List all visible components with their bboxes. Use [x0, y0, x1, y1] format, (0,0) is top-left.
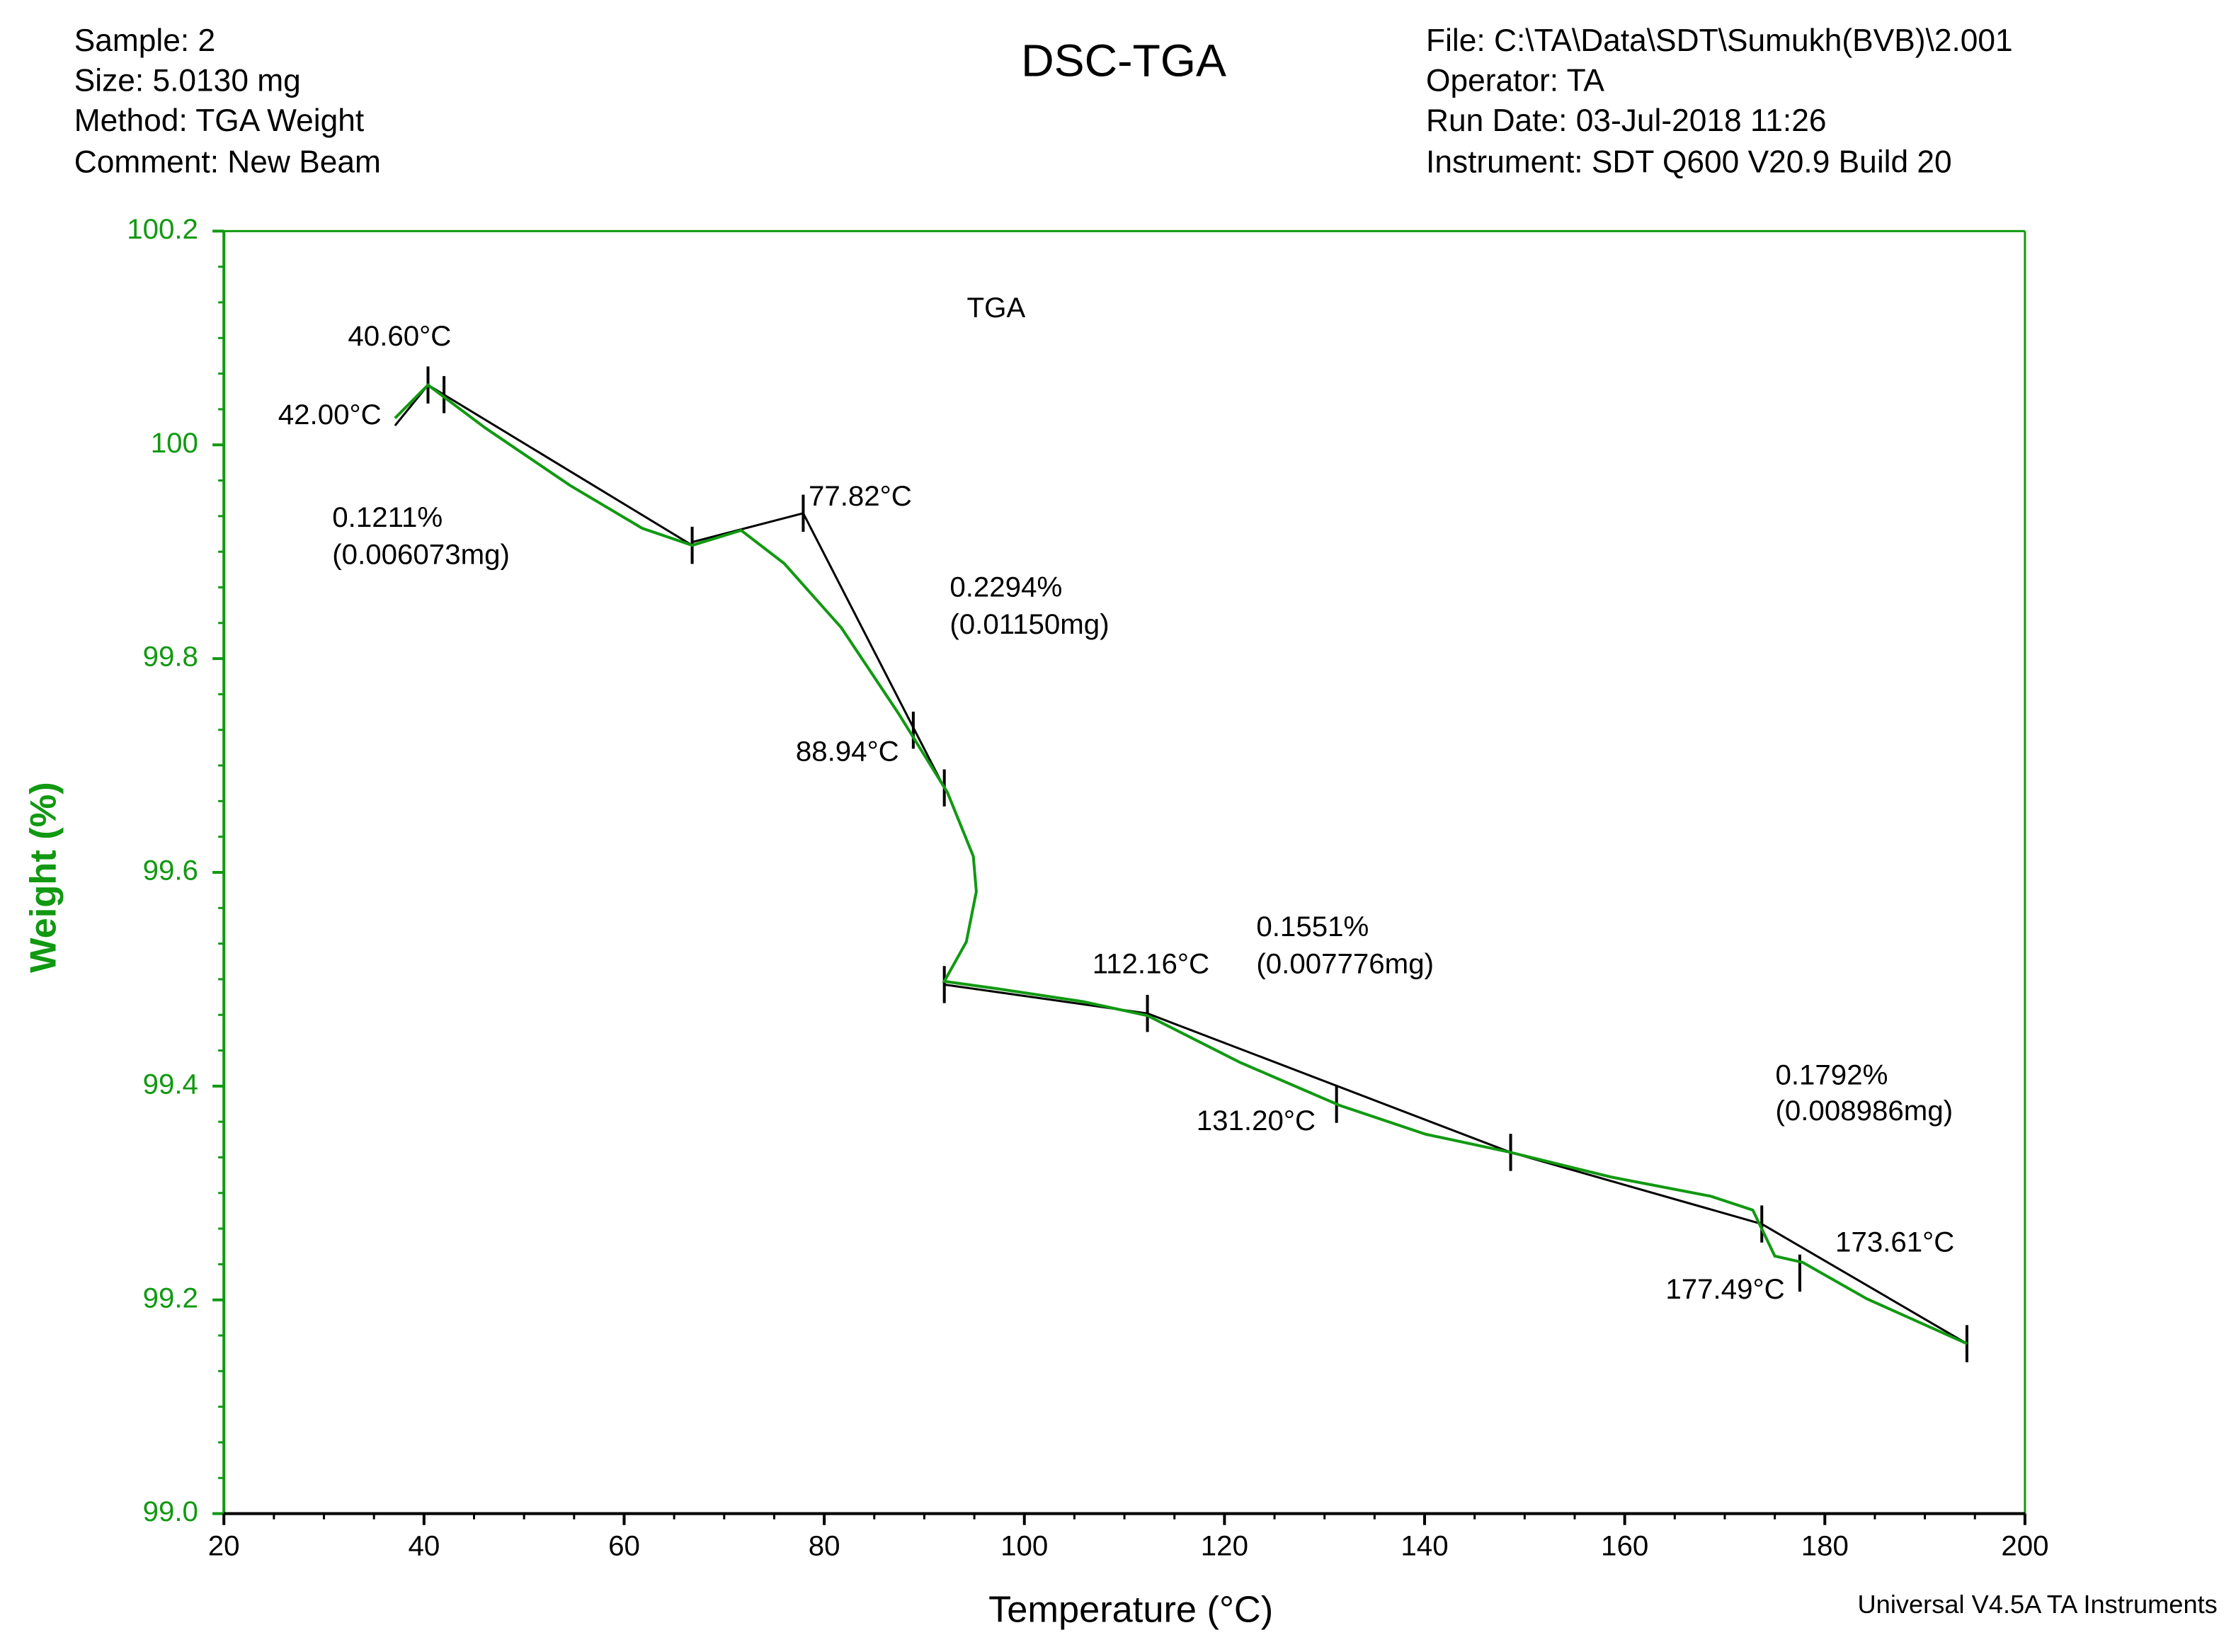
- y-axis-label: Weight (%): [23, 782, 64, 973]
- annotation: 77.82°C: [809, 480, 912, 512]
- analysis-line: [802, 513, 946, 789]
- y-tick-label: 100.2: [127, 213, 198, 245]
- analysis-line: [692, 512, 804, 544]
- header-left: Sample: 2 Size: 5.0130 mg Method: TGA We…: [74, 23, 381, 179]
- x-tick-label: 200: [2001, 1530, 2048, 1562]
- analysis-line: [1147, 1012, 1512, 1153]
- annotation: 0.2294%: [949, 571, 1062, 603]
- x-tick-label: 60: [608, 1530, 640, 1562]
- annotation: 177.49°C: [1665, 1273, 1784, 1305]
- x-tick-label: 180: [1801, 1530, 1849, 1562]
- x-tick-label: 20: [208, 1530, 240, 1562]
- analysis-line: [427, 384, 693, 547]
- x-tick-label: 140: [1401, 1530, 1448, 1562]
- annotation: (0.006073mg): [332, 538, 510, 570]
- header-line: File: C:\TA\Data\SDT\Sumukh(BVB)\2.001: [1426, 23, 2013, 58]
- x-tick-label: 80: [809, 1530, 840, 1562]
- header-line: Sample: 2: [74, 23, 215, 58]
- y-tick-label: 100: [151, 427, 198, 459]
- header-line: Instrument: SDT Q600 V20.9 Build 20: [1426, 144, 1952, 179]
- x-tick-label: 100: [1000, 1530, 1048, 1562]
- header-line: Method: TGA Weight: [74, 103, 364, 138]
- series-line: [394, 383, 1968, 1345]
- annotation: 112.16°C: [1093, 948, 1209, 980]
- annotation: 0.1211%: [332, 501, 443, 533]
- y-tick-label: 99.4: [143, 1068, 198, 1100]
- header-line: Operator: TA: [1426, 64, 1604, 98]
- annotation: 42.00°C: [278, 399, 382, 431]
- annotation: 173.61°C: [1835, 1226, 1954, 1258]
- header-right: File: C:\TA\Data\SDT\Sumukh(BVB)\2.001 O…: [1426, 23, 2013, 179]
- annotation: (0.01150mg): [949, 608, 1109, 640]
- series-label: TGA: [967, 292, 1026, 324]
- annotation: 88.94°C: [796, 735, 899, 767]
- x-tick-label: 40: [408, 1530, 440, 1562]
- footer: Universal V4.5A TA Instruments: [1857, 1590, 2217, 1619]
- header-line: Comment: New Beam: [74, 144, 381, 179]
- analysis-line: [1761, 1223, 1968, 1345]
- y-tick-label: 99.8: [143, 641, 198, 673]
- x-tick-label: 160: [1601, 1530, 1648, 1562]
- annotation: 40.60°C: [348, 320, 451, 352]
- annotation: 0.1551%: [1256, 911, 1369, 942]
- annotation: (0.007776mg): [1256, 948, 1434, 980]
- x-axis-label: Temperature (°C): [988, 1589, 1273, 1630]
- header-line: Run Date: 03-Jul-2018 11:26: [1426, 103, 1826, 138]
- annotation: 0.1792%: [1775, 1059, 1888, 1091]
- annotation: (0.008986mg): [1775, 1095, 1953, 1127]
- analysis-line: [1510, 1151, 1762, 1226]
- y-tick-label: 99.0: [143, 1496, 198, 1527]
- x-tick-label: 120: [1201, 1530, 1248, 1562]
- chart-title: DSC-TGA: [1021, 35, 1226, 86]
- annotation: 131.20°C: [1197, 1105, 1316, 1137]
- y-tick-label: 99.6: [143, 855, 198, 887]
- y-tick-label: 99.2: [143, 1282, 198, 1314]
- header-line: Size: 5.0130 mg: [74, 64, 301, 98]
